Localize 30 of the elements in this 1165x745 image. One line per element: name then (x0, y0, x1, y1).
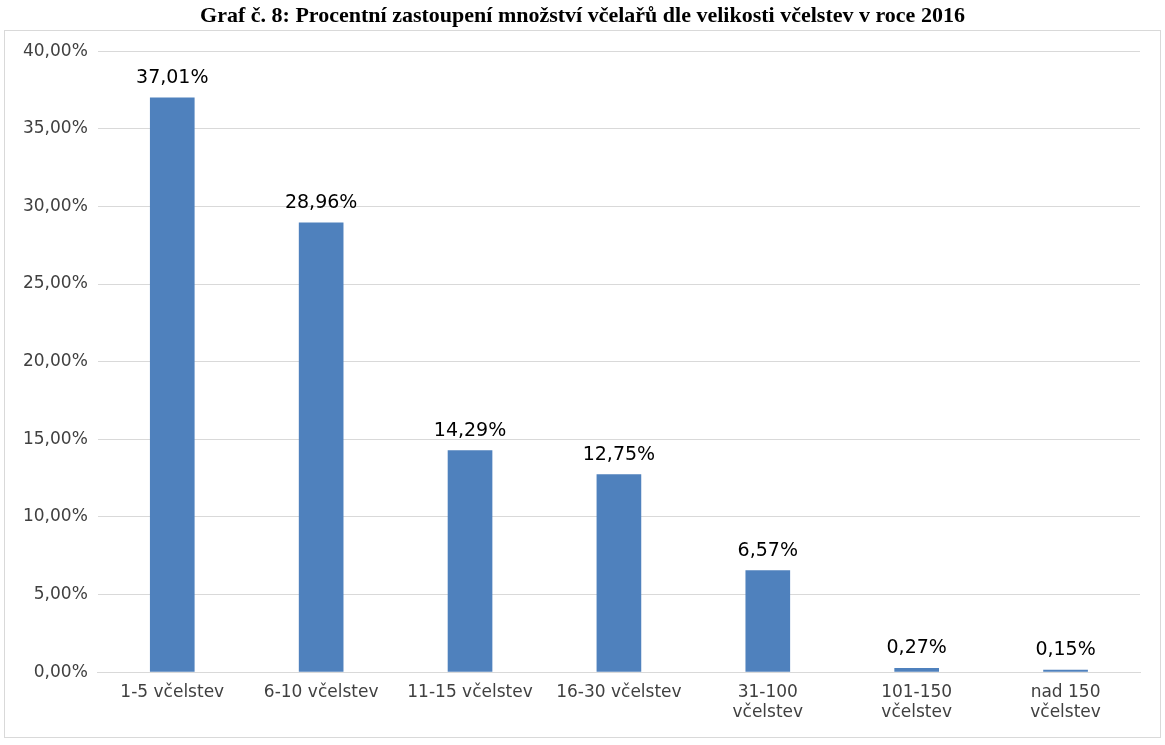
y-tick-label: 0,00% (33, 660, 88, 681)
x-tick-label: nad 150 včelstev (1030, 680, 1101, 722)
data-label: 12,75% (582, 441, 656, 464)
y-tick-label: 10,00% (22, 505, 88, 526)
y-tick-label: 15,00% (22, 427, 88, 448)
data-label: 37,01% (136, 65, 209, 88)
bar (745, 570, 791, 672)
data-label: 14,29% (433, 417, 507, 440)
data-label: 0,15% (1035, 637, 1096, 660)
data-label: 6,57% (737, 537, 798, 560)
bar (298, 222, 344, 672)
y-tick-label: 20,00% (22, 350, 88, 371)
bar (596, 474, 642, 672)
y-tick-label: 30,00% (22, 194, 88, 215)
y-tick-label: 35,00% (22, 117, 88, 138)
y-tick-label: 25,00% (22, 272, 88, 293)
x-tick-label: 101-150 včelstev (881, 680, 953, 722)
bar (447, 450, 493, 672)
chart-title: Graf č. 8: Procentní zastoupení množství včelařů dle velikosti včelstev v roce 2016 (199, 1, 966, 29)
data-label: 0,27% (886, 635, 947, 658)
x-tick-label: 16-30 včelstev (556, 680, 682, 701)
x-tick-label: 11-15 včelstev (407, 680, 533, 701)
x-tick-label: 31-100 včelstev (732, 680, 804, 722)
x-tick-label: 1-5 včelstev (120, 680, 225, 701)
bar (149, 97, 195, 672)
y-tick-label: 5,00% (33, 583, 88, 603)
y-tick-label: 40,00% (22, 39, 88, 60)
data-label: 28,96% (284, 190, 358, 213)
x-tick-label: 6-10 včelstev (263, 680, 379, 701)
bar (894, 668, 940, 672)
